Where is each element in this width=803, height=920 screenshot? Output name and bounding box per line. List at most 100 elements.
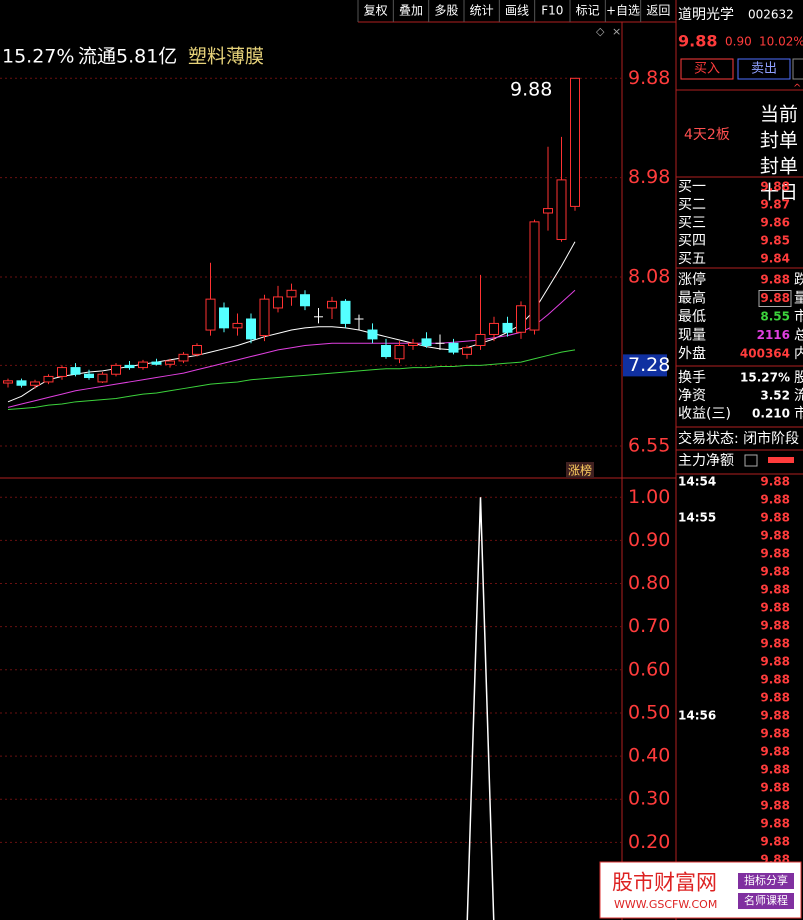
trade-price: 9.88 (760, 655, 790, 669)
toolbar-button[interactable]: 复权 (364, 4, 388, 18)
trade-price: 9.88 (760, 745, 790, 759)
more-button[interactable] (792, 58, 803, 80)
y-tick-label: 0.20 (628, 831, 670, 853)
trade-price: 9.88 (760, 637, 790, 651)
flow-bar (768, 457, 794, 463)
candle-body (529, 221, 540, 331)
toolbar-button[interactable]: 统计 (470, 4, 494, 18)
quote-panel: 道明光学 002632 9.88 0.90 10.02% 买入 卖出 ^ 4天2… (678, 7, 803, 143)
candle-body (97, 373, 108, 383)
y-tick-label: 9.88 (628, 67, 670, 89)
stat-label: 最低 (678, 309, 706, 325)
book-label: 买一 (678, 179, 706, 195)
turnover: 15.27% (2, 46, 74, 68)
streak: 4天2板 (684, 127, 730, 143)
trade-price: 9.88 (760, 727, 790, 741)
trade-price: 9.88 (760, 817, 790, 831)
high-box (758, 290, 792, 307)
toolbar-button[interactable]: 多股 (434, 4, 458, 18)
stat-edge: 市 (794, 405, 803, 422)
current-tick-bg (623, 354, 667, 377)
stat-value: 400364 (740, 347, 790, 361)
sell-label[interactable]: 卖出 (751, 62, 777, 77)
stat-label: 涨停 (678, 271, 706, 288)
trade-price: 9.88 (760, 835, 790, 849)
stat-value: 2116 (757, 328, 790, 342)
buy-button[interactable] (680, 58, 734, 80)
collapse-icon[interactable]: ^ (793, 83, 801, 94)
toolbar-button[interactable]: 叠加 (399, 4, 423, 18)
trade-price: 9.88 (760, 547, 790, 561)
y-tick-label: 0.30 (628, 788, 670, 810)
stat-value: 0.210 (752, 407, 790, 421)
buy-label[interactable]: 买入 (694, 62, 720, 77)
candle-body (232, 322, 243, 329)
trade-price: 9.88 (760, 709, 790, 723)
stock-name: 道明光学 (678, 7, 734, 23)
trade-price: 9.88 (760, 799, 790, 813)
book-price: 9.85 (760, 234, 790, 248)
indicator-line (466, 497, 495, 920)
candle-body (408, 342, 418, 347)
candle-body (151, 361, 162, 365)
main-flow: 主力净额 (678, 453, 734, 469)
stat-value: 9.88 (760, 273, 790, 287)
y-tick-label: 1.00 (628, 486, 670, 508)
candle-body (367, 329, 378, 340)
candle-body (394, 345, 405, 360)
candle-body (421, 338, 432, 347)
book-price: 9.84 (760, 252, 790, 266)
close-icon: × (612, 25, 621, 38)
sell-button[interactable] (737, 58, 791, 80)
candle-body (340, 300, 351, 324)
toolbar-button[interactable]: 返回 (646, 4, 670, 18)
trade-price: 9.88 (760, 763, 790, 777)
trade-price: 9.88 (760, 583, 790, 597)
float-cap: 流通5.81亿 (78, 46, 177, 68)
watermark-name: 股市财富网 (612, 871, 717, 895)
trade-price: 9.88 (760, 475, 790, 489)
y-tick-label: 0.70 (628, 615, 670, 637)
y-tick-label: 8.08 (628, 266, 670, 288)
candle-body (3, 380, 13, 384)
candle-body (124, 364, 135, 369)
toolbar-button[interactable]: F10 (541, 4, 563, 18)
watermark-tag[interactable]: 名师课程 (744, 893, 788, 907)
candle-body (286, 289, 297, 298)
candle-body (70, 367, 81, 375)
stat-label: 收益(三) (678, 406, 731, 422)
book-price: 9.86 (760, 216, 790, 230)
candle-body (327, 300, 337, 309)
candle-body (84, 373, 94, 379)
candle-body (57, 367, 67, 377)
candle-body (205, 298, 216, 331)
y-tick-label: 8.98 (628, 166, 670, 188)
change: 0.90 (725, 35, 752, 49)
trade-price: 9.88 (760, 691, 790, 705)
trade-time: 14:55 (678, 511, 716, 525)
candle-body (259, 298, 270, 337)
trade-price: 9.88 (760, 601, 790, 615)
toolbar-button[interactable]: +自选 (606, 4, 640, 18)
candle-body (448, 342, 459, 353)
trade-time: 14:56 (678, 709, 716, 723)
stat-label: 净资 (678, 388, 706, 404)
book-label: 买三 (678, 215, 706, 231)
stat-label: 最高 (678, 290, 706, 307)
candle-body (489, 322, 499, 335)
candle-body (192, 345, 202, 355)
badge-bg (566, 462, 594, 478)
candle-body (138, 361, 148, 369)
stat-edge: 市 (794, 308, 803, 325)
book-label: 买二 (678, 197, 706, 213)
trade-price: 9.88 (760, 781, 790, 795)
stat-edge: 跌 (794, 272, 803, 288)
toolbar-button[interactable]: 标记 (576, 4, 600, 18)
candle-body (273, 296, 283, 309)
y-tick-label: 7.28 (628, 354, 670, 376)
trade-price: 9.88 (760, 511, 790, 525)
watermark-tag[interactable]: 指标分享 (744, 873, 788, 887)
toolbar-button[interactable]: 画线 (505, 4, 529, 18)
book-price: 9.88 (760, 180, 790, 194)
trade-price: 9.88 (760, 565, 790, 579)
